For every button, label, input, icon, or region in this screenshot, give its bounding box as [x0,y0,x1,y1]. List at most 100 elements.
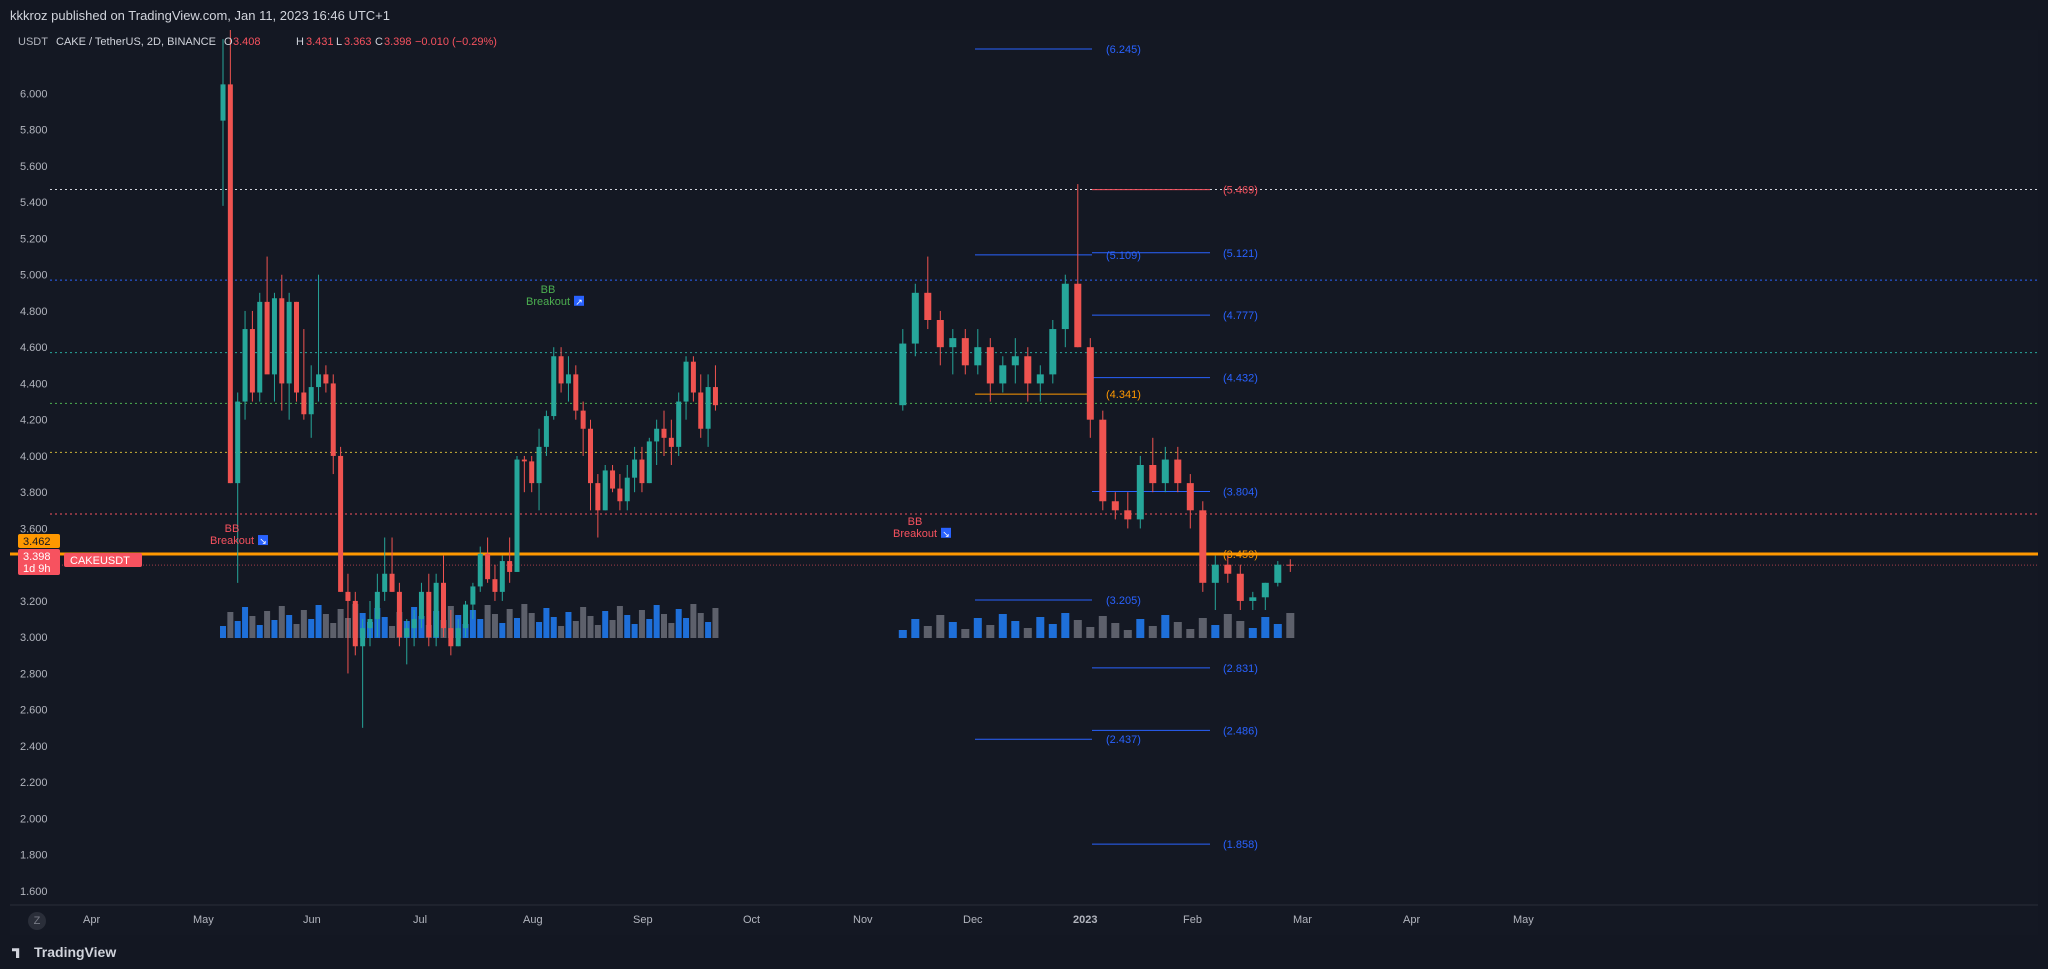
volume-bar [961,629,970,638]
volume-bar [580,607,587,638]
legend-open: 3.408 [233,36,261,48]
volume-bar [528,613,535,638]
volume-bar [1111,623,1120,638]
candle-body [580,410,586,429]
volume-bar [536,622,543,638]
candle-body [551,356,557,417]
time-tick-label: Apr [1403,914,1420,926]
price-tick-label: 2.400 [20,741,48,753]
volume-bar [1048,624,1057,638]
volume-bar [1023,628,1032,638]
volume-bar [389,626,396,638]
candle-body [308,387,314,415]
chart-area[interactable]: (6.245) (5.109) (4.341) (3.205) (2.437) (5.46… [10,30,2038,935]
volume-bar [1036,617,1045,638]
candle-body [1024,356,1032,384]
volume-bar [602,611,609,638]
volume-bar [381,617,388,638]
fib-level-label: (5.109) [1106,250,1141,262]
candle-body [338,455,344,592]
legend-change: −0.010 (−0.29%) [415,36,497,48]
price-unit-label: USDT [18,36,48,48]
bb-breakout-label: Breakout [526,296,570,308]
breakout-arrow-glyph: ↘ [942,529,950,539]
volume-bar [1136,619,1145,638]
volume-bar [300,610,307,638]
volume-bar [278,606,285,638]
candle-body [441,582,446,629]
volume-bar [484,605,491,638]
legend-open-label: O [224,36,233,48]
price-tick-label: 1.800 [20,850,48,862]
candle-body [1211,564,1219,583]
candle-body [411,619,417,629]
candle-body [654,428,660,442]
candle-body [617,488,623,502]
price-tick-label: 2.200 [20,777,48,789]
volume-bar [491,614,498,638]
fib-level-label: (1.858) [1223,839,1258,851]
volume-bar [1211,625,1220,638]
candle-body [1174,459,1182,484]
fib-level-label: (6.245) [1106,44,1141,56]
candle-body [448,628,454,647]
candle-body [286,301,292,384]
volume-bar [1086,627,1095,638]
chart-background [10,30,2038,935]
candle-body [595,483,601,511]
candle-body [521,459,527,462]
volume-bar [1236,621,1245,638]
candle-body [676,401,682,447]
time-tick-label: 2023 [1073,914,1097,926]
breakout-arrow-glyph: ↘ [259,536,267,546]
fib-level-label: (3.459) [1223,549,1258,561]
candle-body [705,387,711,429]
symbol-tag: CAKEUSDT [70,555,130,567]
candle-body [1036,374,1044,384]
candle-body [463,604,469,629]
candle-body [507,561,513,572]
candle-body [1249,597,1257,601]
candle-body [352,600,358,647]
price-tick-label: 5.000 [20,270,48,282]
candle-body [396,591,402,638]
volume-bar [220,626,226,638]
time-tick-label: Sep [633,914,653,926]
volume-bar [543,608,550,638]
candle-body [404,628,410,638]
candle-body [470,586,476,605]
candle-body [610,470,616,489]
candle-body [485,553,491,580]
volume-bar [1011,621,1020,638]
candle-body [974,347,982,366]
price-tick-label: 5.400 [20,197,48,209]
candle-body [690,361,696,393]
symbol-tag-bg [64,553,142,567]
candle-body [1111,501,1119,511]
candle-body [242,329,248,402]
candle-body [632,459,638,478]
candle-body [389,573,395,592]
volume-bar [631,624,638,638]
price-chart[interactable]: (6.245) (5.109) (4.341) (3.205) (2.437) (5.46… [10,30,2038,935]
volume-bar [616,606,623,638]
zoom-reset-button[interactable]: Z [28,912,46,930]
price-tick-label: 3.000 [20,632,48,644]
volume-bar [227,612,234,638]
time-tick-label: Jun [303,914,321,926]
volume-bar [249,616,256,638]
candle-body [271,298,277,375]
volume-bar [293,624,300,638]
candle-body [227,84,233,484]
volume-bar [948,622,957,638]
price-tick-label: 3.600 [20,523,48,535]
fib-level-label: (2.437) [1106,734,1141,746]
price-tick-label: 2.600 [20,705,48,717]
candle-body [1199,510,1207,583]
volume-bar [499,623,506,638]
candle-body [911,292,919,344]
price-tick-label: 4.000 [20,451,48,463]
candle-body [588,428,593,484]
bb-breakout-label: Breakout [210,535,254,547]
volume-bar [675,609,682,638]
